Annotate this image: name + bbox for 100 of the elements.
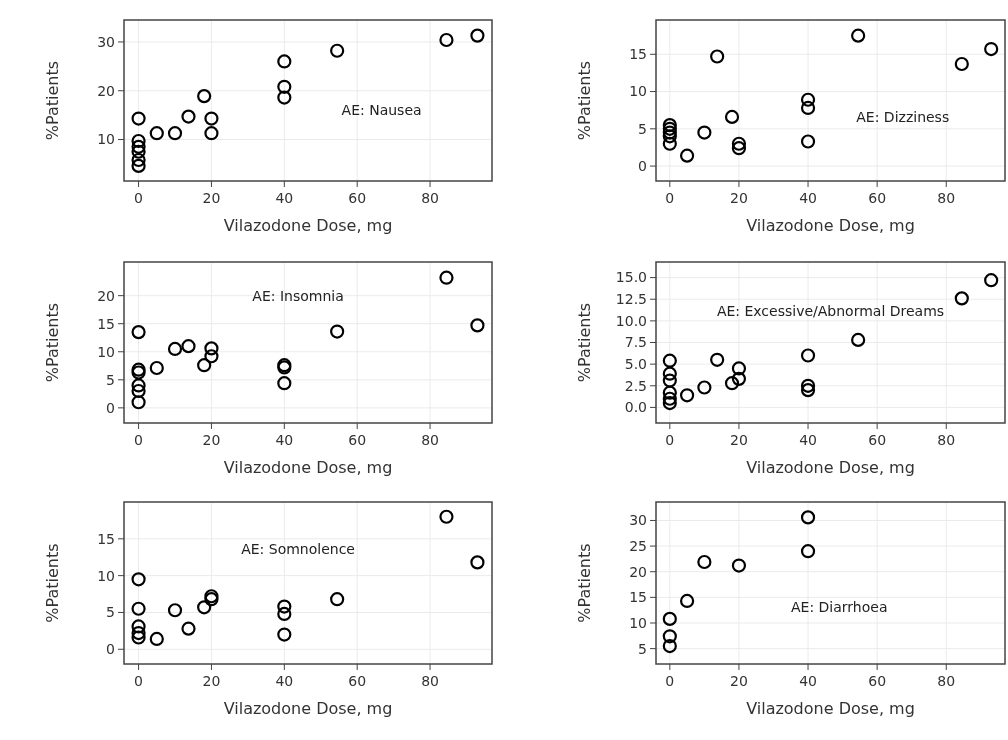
point [470, 318, 485, 333]
point [131, 133, 146, 149]
point [470, 555, 485, 570]
point [984, 41, 999, 57]
y-tick-label: 2.5 [624, 377, 647, 394]
x-tick-label: 80 [421, 673, 439, 689]
point [277, 54, 292, 69]
x-tick-label: 80 [937, 673, 956, 689]
y-tick-label: 10 [97, 343, 115, 360]
point [204, 126, 219, 141]
point [167, 603, 183, 618]
y-tick-label: 15 [629, 46, 647, 63]
annotation: AE: Nausea [341, 102, 422, 119]
x-tick-label: 40 [799, 673, 817, 689]
x-axis-title: Vilazodone Dose, mg [746, 216, 915, 235]
y-tick-label: 20 [97, 82, 115, 99]
x-axis-title: Vilazodone Dose, mg [223, 699, 393, 718]
point [731, 371, 747, 386]
x-tick-label: 60 [868, 190, 887, 206]
y-tick-label: 5 [106, 371, 115, 388]
point [662, 629, 677, 644]
point [800, 383, 816, 398]
point [181, 109, 196, 124]
point [851, 28, 866, 43]
x-tick-label: 20 [730, 673, 748, 689]
point [149, 126, 164, 141]
x-tick-label: 0 [134, 190, 144, 206]
point [131, 158, 146, 173]
y-tick-label: 0 [106, 399, 115, 416]
y-axis-title: %Patients [575, 543, 594, 623]
y-tick-label: 20 [629, 563, 647, 580]
y-tick-label: 0.0 [624, 399, 647, 416]
y-axis-title: %Patients [575, 302, 594, 383]
x-tick-label: 20 [730, 190, 748, 206]
point [800, 544, 816, 559]
x-tick-label: 20 [730, 432, 748, 448]
y-tick-label: 10 [629, 83, 647, 100]
point [167, 126, 183, 141]
point [470, 28, 485, 43]
annotation: AE: Excessive/Abnormal Dreams [716, 303, 945, 320]
point [181, 621, 196, 636]
y-tick-label: 10 [629, 614, 647, 631]
y-tick-label: 10.0 [615, 312, 647, 329]
point [131, 383, 146, 399]
y-tick-label: 15 [97, 315, 115, 332]
x-axis-title: Vilazodone Dose, mg [746, 699, 915, 718]
x-tick-label: 80 [421, 432, 439, 448]
point [204, 349, 219, 364]
point [131, 152, 146, 168]
y-tick-label: 15 [97, 530, 115, 547]
point [131, 378, 146, 393]
point [662, 385, 677, 400]
point [131, 325, 146, 340]
x-tick-label: 60 [348, 432, 367, 448]
y-tick-label: 30 [97, 33, 115, 50]
y-tick-label: 15.0 [615, 269, 647, 286]
point [731, 141, 747, 156]
point [131, 139, 146, 154]
point [277, 606, 292, 622]
point [197, 358, 212, 373]
point [131, 144, 146, 159]
point [662, 353, 677, 368]
x-tick-label: 60 [348, 673, 367, 689]
y-tick-label: 0 [638, 157, 647, 174]
y-tick-label: 20 [97, 287, 115, 304]
y-tick-label: 25 [629, 537, 647, 554]
point [204, 341, 219, 356]
point [724, 376, 740, 391]
x-tick-label: 60 [868, 432, 887, 448]
point [800, 100, 816, 116]
y-tick-label: 0 [106, 641, 115, 658]
y-axis-title: %Patients [575, 60, 594, 141]
point [149, 360, 164, 376]
point [851, 332, 866, 347]
x-tick-label: 40 [799, 190, 817, 206]
point [131, 625, 146, 641]
point [800, 348, 816, 363]
x-tick-label: 40 [275, 673, 294, 689]
y-tick-label: 12.5 [615, 291, 647, 308]
point [204, 111, 219, 126]
point [197, 600, 212, 615]
point [800, 510, 816, 525]
x-tick-label: 0 [665, 673, 675, 689]
y-tick-label: 15 [629, 589, 647, 606]
x-tick-label: 0 [665, 190, 675, 206]
x-tick-label: 20 [202, 673, 221, 689]
x-axis-title: Vilazodone Dose, mg [223, 216, 393, 235]
y-tick-label: 5 [638, 120, 647, 137]
y-axis-title: %Patients [43, 302, 62, 383]
point [131, 111, 146, 126]
point [697, 125, 712, 140]
point [439, 32, 454, 48]
point [731, 558, 747, 573]
x-tick-label: 80 [937, 190, 956, 206]
point [697, 380, 712, 395]
point [984, 273, 999, 288]
y-tick-label: 5 [106, 604, 115, 621]
point [131, 601, 146, 616]
x-tick-label: 80 [421, 190, 439, 206]
point [662, 136, 677, 151]
